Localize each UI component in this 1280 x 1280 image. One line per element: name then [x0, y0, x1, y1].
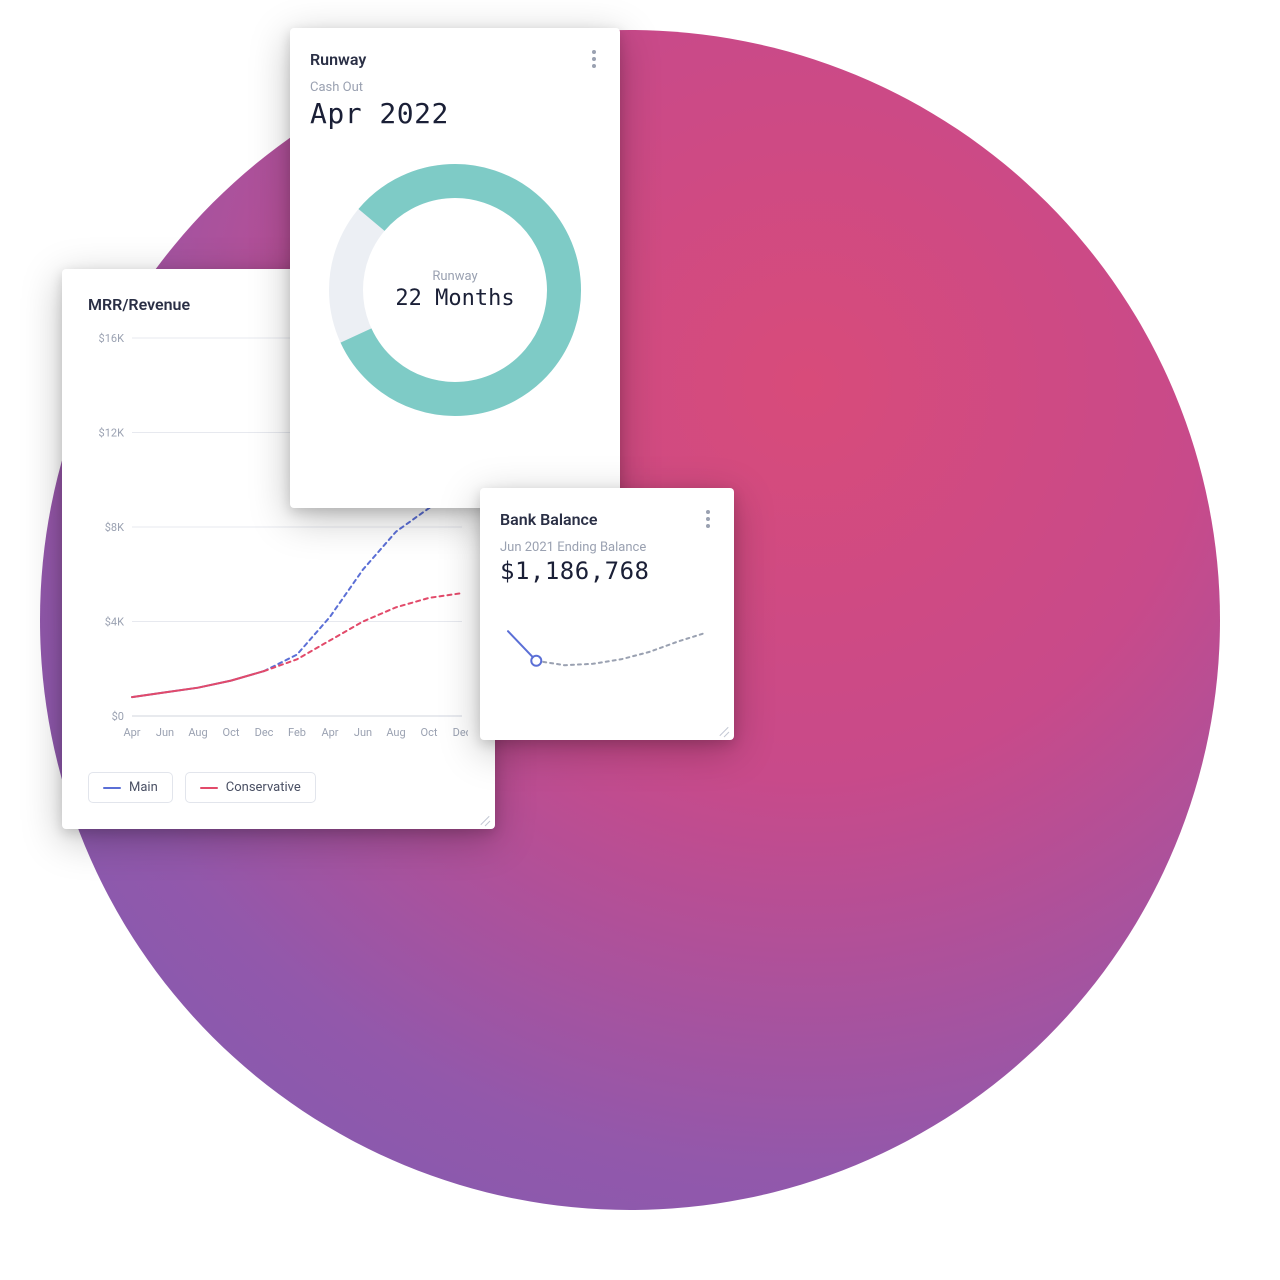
resize-grip-icon[interactable]: [718, 724, 730, 736]
svg-text:Dec: Dec: [453, 726, 468, 739]
mrr-legend: Main Conservative: [62, 756, 495, 825]
svg-text:Jun: Jun: [354, 726, 372, 739]
runway-value: Apr 2022: [290, 95, 620, 140]
runway-card-title: Runway: [310, 50, 366, 69]
runway-card: Runway Cash Out Apr 2022 Runway 22 Month…: [290, 28, 620, 508]
legend-swatch-conservative: [200, 787, 218, 789]
svg-text:$4K: $4K: [105, 616, 124, 629]
svg-text:Dec: Dec: [255, 726, 274, 739]
svg-text:$12K: $12K: [99, 427, 125, 440]
svg-text:Apr: Apr: [123, 726, 140, 739]
bank-value: $1,186,768: [480, 555, 734, 595]
svg-text:Aug: Aug: [188, 726, 207, 739]
svg-text:Feb: Feb: [288, 726, 306, 739]
svg-text:Aug: Aug: [386, 726, 405, 739]
donut-center-label: Runway: [432, 269, 477, 284]
bank-sparkline: [480, 595, 734, 695]
svg-text:$0: $0: [112, 710, 124, 723]
mrr-card-title: MRR/Revenue: [88, 295, 190, 314]
legend-label-main: Main: [129, 780, 158, 795]
more-icon[interactable]: [588, 46, 600, 72]
svg-text:Oct: Oct: [421, 726, 438, 739]
bank-balance-card: Bank Balance Jun 2021 Ending Balance $1,…: [480, 488, 734, 740]
runway-sub-label: Cash Out: [290, 80, 620, 95]
more-icon[interactable]: [702, 506, 714, 532]
legend-item-conservative[interactable]: Conservative: [185, 772, 316, 803]
svg-text:Jun: Jun: [156, 726, 174, 739]
donut-center-value: 22 Months: [395, 286, 514, 311]
legend-item-main[interactable]: Main: [88, 772, 173, 803]
legend-label-conservative: Conservative: [226, 780, 301, 795]
bank-sub-label: Jun 2021 Ending Balance: [480, 540, 734, 555]
svg-text:$8K: $8K: [105, 521, 124, 534]
runway-donut-chart: Runway 22 Months: [325, 160, 585, 420]
svg-text:Oct: Oct: [223, 726, 240, 739]
svg-text:$16K: $16K: [99, 332, 125, 345]
legend-swatch-main: [103, 787, 121, 789]
bank-card-title: Bank Balance: [500, 510, 598, 529]
svg-text:Apr: Apr: [321, 726, 338, 739]
resize-grip-icon[interactable]: [479, 813, 491, 825]
